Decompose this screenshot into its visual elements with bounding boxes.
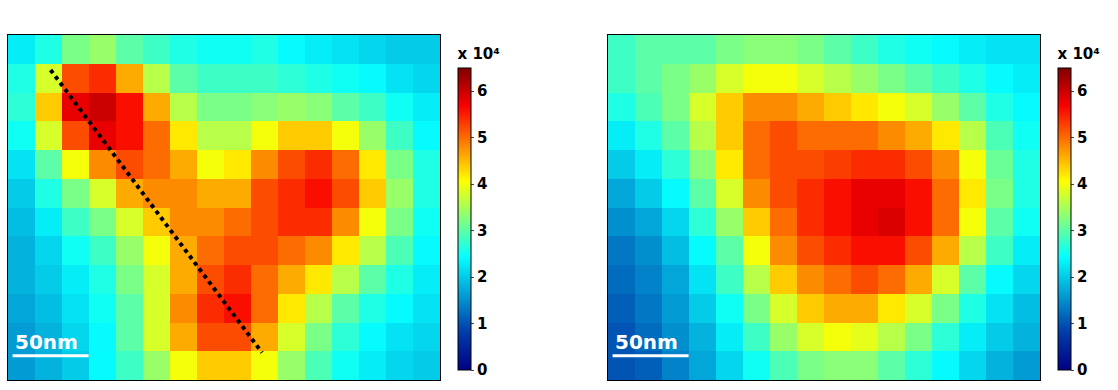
svg-text:2: 2	[477, 268, 487, 286]
svg-text:0: 0	[1077, 361, 1087, 379]
svg-text:6: 6	[477, 82, 487, 100]
svg-text:x 10⁴: x 10⁴	[1058, 45, 1100, 63]
svg-text:50nm: 50nm	[15, 330, 78, 354]
svg-text:3: 3	[477, 222, 487, 240]
svg-text:5: 5	[1077, 129, 1087, 147]
svg-text:5: 5	[477, 129, 487, 147]
svg-text:1: 1	[477, 315, 487, 333]
svg-text:x 10⁴: x 10⁴	[458, 45, 500, 63]
svg-text:4: 4	[1077, 175, 1087, 193]
svg-text:50nm: 50nm	[615, 330, 678, 354]
svg-text:3: 3	[1077, 222, 1087, 240]
svg-text:6: 6	[1077, 82, 1087, 100]
svg-text:2: 2	[1077, 268, 1087, 286]
svg-text:1: 1	[1077, 315, 1087, 333]
svg-text:0: 0	[477, 361, 487, 379]
svg-text:4: 4	[477, 175, 487, 193]
